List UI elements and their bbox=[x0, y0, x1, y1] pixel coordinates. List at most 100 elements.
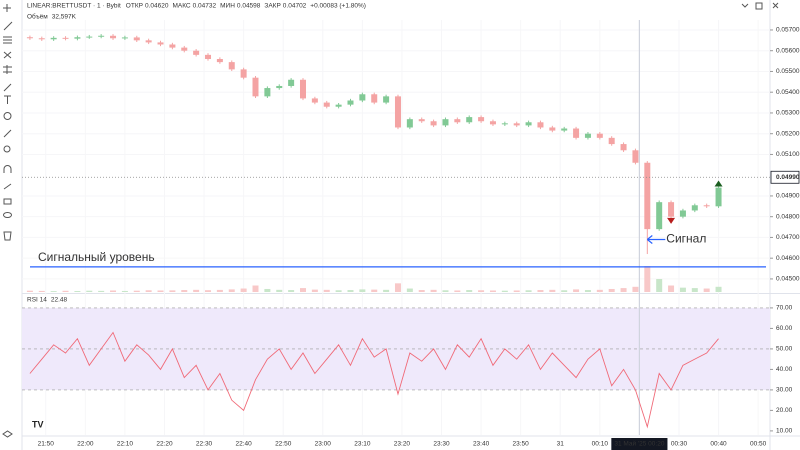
emoji-tool[interactable] bbox=[3, 112, 12, 120]
rsi-line bbox=[29, 331, 719, 429]
volume-bar bbox=[656, 279, 663, 292]
candle-body bbox=[359, 94, 366, 101]
candle-body bbox=[489, 121, 496, 125]
delete-tool[interactable] bbox=[3, 231, 12, 241]
projection-tool[interactable] bbox=[3, 65, 12, 74]
candle-body bbox=[525, 122, 532, 126]
signal-label: Сигнал bbox=[666, 232, 706, 246]
y-tick-label: 0.05400 bbox=[776, 89, 800, 96]
price-change: +0.00083 (+1.80%) bbox=[310, 3, 366, 10]
candle-body bbox=[252, 77, 259, 97]
candle-body bbox=[442, 119, 449, 126]
ohlc-value: 0.04732 bbox=[193, 3, 217, 10]
y-tick-label: 0.05100 bbox=[776, 151, 800, 158]
candle-body bbox=[323, 102, 330, 107]
ohlc-value: 0.04620 bbox=[145, 3, 169, 10]
volume-value: 32,597K bbox=[52, 14, 77, 21]
y-tick-label: 0.04500 bbox=[776, 276, 800, 283]
volume-bar bbox=[252, 285, 259, 292]
y-tick-label: 0.04700 bbox=[776, 234, 800, 241]
volume-bar bbox=[193, 289, 200, 292]
x-tick-label: 23:50 bbox=[513, 441, 530, 448]
ruler-tool[interactable] bbox=[3, 129, 12, 138]
line-tool[interactable] bbox=[3, 21, 13, 31]
ohlc-label: МИН bbox=[220, 3, 235, 10]
volume-bar bbox=[181, 290, 188, 292]
y-tick-label: 0.05600 bbox=[776, 47, 800, 54]
brush-tool[interactable] bbox=[3, 83, 12, 92]
current-price-label: 0.04990 bbox=[776, 174, 800, 181]
pattern-tool[interactable] bbox=[3, 51, 12, 59]
maximize-button[interactable] bbox=[755, 2, 763, 10]
layers-tool[interactable] bbox=[2, 430, 13, 438]
rsi-value: 22.48 bbox=[51, 297, 68, 304]
ohlc-label: ЗАКР bbox=[264, 3, 280, 10]
candle-body bbox=[98, 35, 105, 37]
tool-icons[interactable] bbox=[2, 4, 13, 438]
y-tick-label: 20.00 bbox=[776, 407, 793, 414]
candle-body bbox=[703, 205, 710, 207]
hide-tool[interactable] bbox=[3, 212, 12, 218]
rsi-title: RSI 14 bbox=[27, 297, 47, 304]
x-tick-label: 23:40 bbox=[473, 441, 490, 448]
candle-body bbox=[121, 37, 128, 39]
volume-bar bbox=[335, 290, 342, 292]
y-tick-label: 40.00 bbox=[776, 366, 793, 373]
x-tick-label: 00:50 bbox=[750, 441, 767, 448]
zoom-tool[interactable] bbox=[3, 145, 11, 153]
collapse-button[interactable] bbox=[741, 3, 749, 8]
candle-body bbox=[228, 62, 235, 70]
text-tool[interactable] bbox=[4, 95, 11, 104]
volume-bar bbox=[157, 290, 164, 292]
candle-body bbox=[383, 96, 390, 103]
candle-body bbox=[478, 117, 485, 122]
volume-bar bbox=[323, 289, 330, 292]
fib-tool[interactable] bbox=[3, 36, 12, 44]
candle-body bbox=[715, 187, 722, 207]
magnet-tool[interactable] bbox=[3, 165, 12, 173]
candle-body bbox=[608, 137, 615, 145]
volume-label: Объём bbox=[27, 13, 48, 21]
top-right-buttons[interactable] bbox=[741, 2, 779, 10]
volume-bar bbox=[133, 290, 140, 292]
volume-bar bbox=[691, 288, 698, 292]
candle-body bbox=[632, 150, 639, 163]
volume-bar bbox=[62, 290, 69, 292]
candle-body bbox=[573, 128, 580, 138]
volume-bar bbox=[608, 288, 615, 292]
volume-bar bbox=[525, 290, 532, 292]
volume-bar bbox=[632, 286, 639, 292]
volume-bar bbox=[537, 290, 544, 292]
volume-bar bbox=[596, 289, 603, 292]
ohlc-label: ОТКР bbox=[126, 3, 143, 10]
y-tick-label: 30.00 bbox=[776, 387, 793, 394]
volume-bar bbox=[86, 290, 93, 292]
current-price-box bbox=[770, 170, 800, 184]
volume-bar bbox=[430, 289, 437, 292]
candle-body bbox=[145, 40, 152, 43]
crosshair-tool[interactable] bbox=[3, 4, 11, 12]
x-tick-label: 31 bbox=[557, 441, 565, 448]
close-button[interactable] bbox=[772, 2, 779, 9]
volume-bar bbox=[715, 286, 722, 292]
ohlc-label: МАКС bbox=[172, 3, 190, 10]
candle-body bbox=[513, 123, 520, 126]
volume-bar bbox=[489, 290, 496, 292]
candle-body bbox=[193, 50, 200, 55]
ohlc-value: 0.04598 bbox=[237, 3, 261, 10]
volume-bar bbox=[145, 290, 152, 292]
ohlc-value: 0.04702 bbox=[283, 3, 307, 10]
lock-draw-tool[interactable] bbox=[3, 183, 12, 190]
volume-bar bbox=[276, 289, 283, 292]
candle-body bbox=[264, 88, 271, 97]
candle-body bbox=[501, 123, 508, 125]
volume-bar bbox=[394, 283, 401, 292]
x-tick-label: 22:20 bbox=[156, 441, 173, 448]
volume-bar bbox=[216, 289, 223, 292]
x-tick-label: 22:50 bbox=[275, 441, 292, 448]
x-tick-label: 22:10 bbox=[117, 441, 134, 448]
lock-tool[interactable] bbox=[3, 198, 12, 205]
volume-bar bbox=[454, 290, 461, 292]
volume-bar bbox=[299, 288, 306, 292]
